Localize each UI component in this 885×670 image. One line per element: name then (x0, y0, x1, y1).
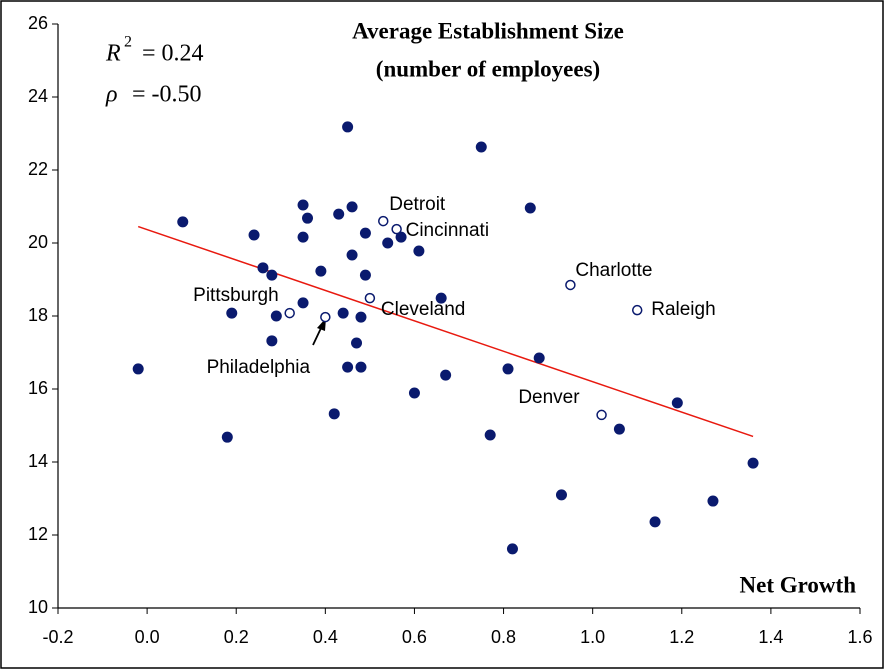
x-tick-label: 0.2 (224, 627, 249, 647)
chart-subtitle: (number of employees) (376, 56, 600, 81)
point (302, 212, 314, 224)
y-tick-label: 18 (28, 305, 48, 325)
x-tick-label: 1.0 (580, 627, 605, 647)
point (337, 307, 349, 319)
point (475, 141, 487, 153)
y-tick-label: 12 (28, 524, 48, 544)
city-label: Raleigh (651, 299, 715, 320)
point (395, 231, 407, 243)
point (266, 269, 278, 281)
city-label: Detroit (389, 194, 446, 215)
city-label: Philadelphia (207, 357, 311, 378)
point (413, 245, 425, 257)
point (248, 229, 260, 241)
y-tick-label: 14 (28, 451, 48, 471)
city-label: Charlotte (575, 260, 652, 281)
highlighted-point (565, 279, 576, 291)
point (351, 337, 363, 349)
highlighted-point (631, 304, 643, 316)
r-squared-text: = 0.24 (142, 41, 204, 67)
x-tick-label: 0.0 (135, 627, 160, 647)
point (346, 249, 358, 261)
city-label: Cincinnati (406, 220, 489, 241)
point (649, 516, 661, 528)
point (226, 307, 238, 319)
x-tick-label: -0.2 (42, 627, 73, 647)
point (342, 121, 354, 133)
point (315, 265, 327, 277)
point (506, 543, 518, 555)
point (747, 457, 759, 469)
highlighted-point (284, 307, 295, 319)
highlighted-point (378, 215, 389, 227)
rho-text: = -0.50 (132, 82, 202, 108)
point (408, 387, 420, 399)
city-label: Denver (518, 387, 580, 408)
highlighted-point (364, 292, 376, 304)
point (132, 363, 144, 375)
city-label: Pittsburgh (193, 285, 279, 306)
x-tick-label: 0.8 (491, 627, 516, 647)
point (613, 423, 625, 435)
point (555, 489, 567, 501)
point (297, 199, 309, 211)
y-tick-label: 10 (28, 597, 48, 617)
point (346, 201, 358, 213)
r-squared-symbol: R (105, 41, 121, 67)
point (502, 363, 514, 375)
highlighted-point (320, 311, 331, 323)
point (221, 431, 233, 443)
point (297, 297, 309, 309)
y-tick-label: 16 (28, 378, 48, 398)
point (333, 208, 345, 220)
x-tick-label: 1.2 (669, 627, 694, 647)
point (524, 202, 536, 214)
point (270, 310, 282, 322)
point (707, 495, 719, 507)
point (266, 335, 278, 347)
point (359, 227, 371, 239)
r-squared-superscript: 2 (124, 34, 132, 51)
highlighted-point (596, 409, 607, 421)
x-tick-label: 1.4 (758, 627, 783, 647)
point (484, 429, 496, 441)
point (342, 361, 354, 373)
x-axis-label: Net Growth (740, 572, 857, 597)
point (359, 269, 371, 281)
point (328, 408, 340, 420)
point (435, 292, 447, 304)
highlighted-point (391, 223, 402, 235)
y-tick-label: 22 (28, 159, 48, 179)
y-tick-label: 26 (28, 13, 48, 33)
point (671, 397, 683, 409)
point (355, 361, 367, 373)
point (177, 216, 189, 228)
point (355, 311, 367, 323)
x-tick-label: 0.6 (402, 627, 427, 647)
y-tick-label: 20 (28, 232, 48, 252)
point (440, 369, 452, 381)
x-tick-label: 1.6 (847, 627, 872, 647)
point (382, 237, 394, 249)
rho-symbol: ρ (105, 82, 118, 108)
chart-title: Average Establishment Size (352, 18, 624, 43)
point (533, 352, 545, 364)
point (297, 231, 309, 243)
point (257, 262, 269, 274)
city-label: Cleveland (381, 299, 466, 320)
trendline (137, 225, 754, 438)
y-tick-label: 24 (28, 86, 48, 106)
x-tick-label: 0.4 (313, 627, 338, 647)
